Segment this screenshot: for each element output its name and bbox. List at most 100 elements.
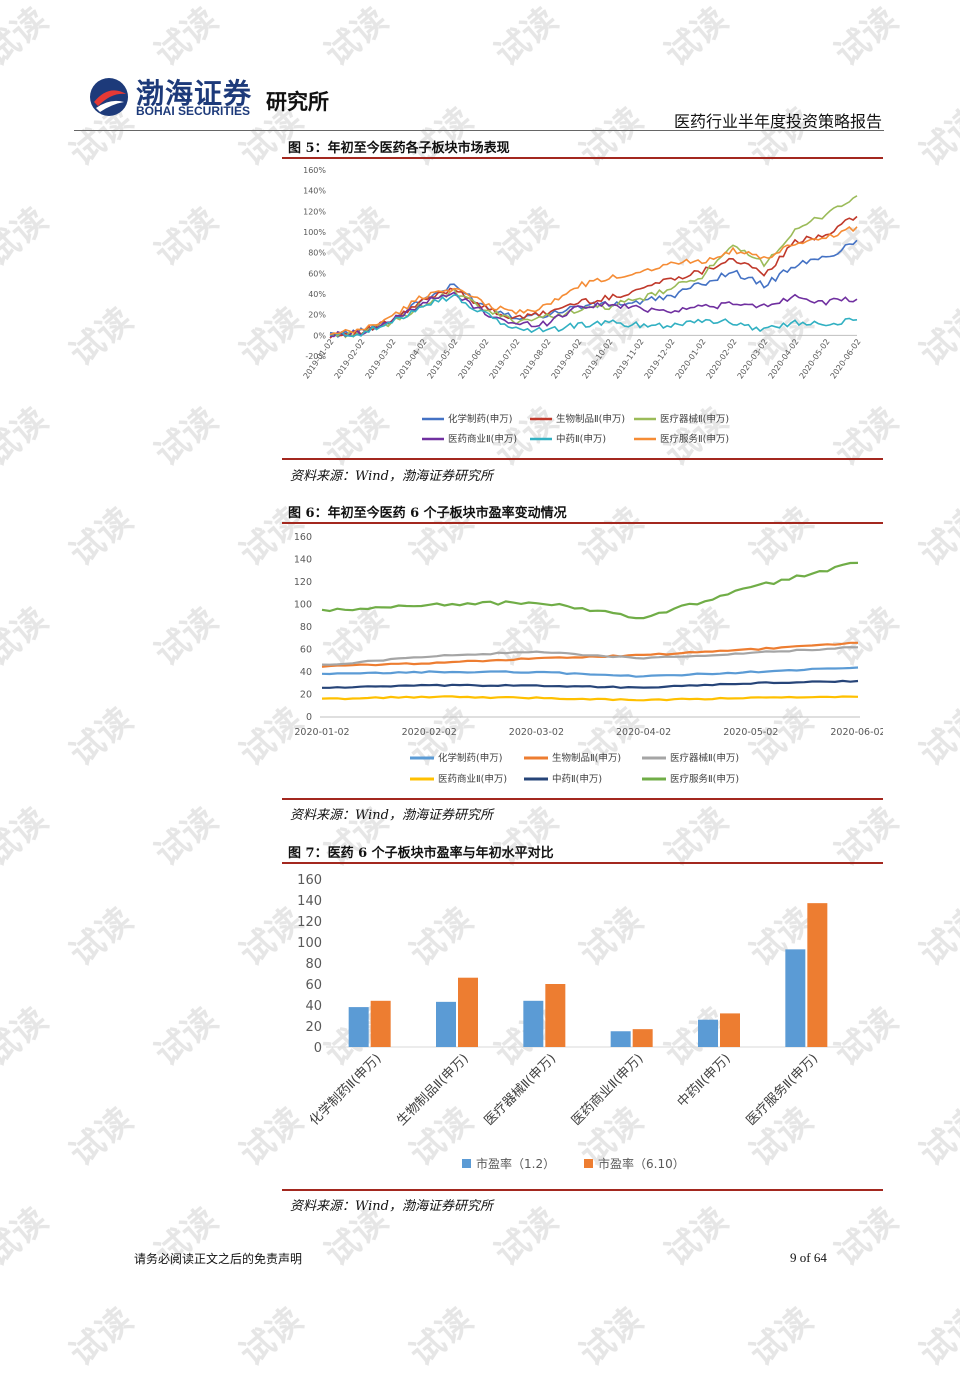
- legend-label: 化学制药(申万): [438, 752, 502, 764]
- y-tick-label: 120%: [303, 207, 326, 216]
- logo-chinese-name: 渤海证券: [136, 77, 253, 110]
- y-tick-label: 120: [297, 915, 322, 930]
- watermark-text: 试读: [62, 700, 141, 775]
- x-tick-label: 2019-03-02: [364, 337, 398, 380]
- page-number: 9 of 64: [790, 1250, 827, 1265]
- bar: [523, 1000, 544, 1047]
- x-tick-label: 2020-06-02: [830, 727, 883, 738]
- y-tick-label: 0: [314, 1041, 322, 1056]
- watermark-text: 试读: [912, 300, 960, 375]
- legend-label: 生物制品Ⅱ(申万): [556, 413, 625, 425]
- series-line: [329, 195, 858, 339]
- x-tick-label: 2019-04-02: [395, 337, 429, 380]
- watermark-text: 试读: [147, 1000, 226, 1075]
- y-tick-label: 40%: [308, 290, 326, 299]
- series-line: [321, 666, 859, 678]
- figure-5-title: 图 5：年初至今医药各子板块市场表现: [288, 141, 510, 156]
- x-tick-label: 中药Ⅱ(申万): [675, 1051, 734, 1110]
- bar: [807, 903, 828, 1047]
- bar: [698, 1019, 718, 1047]
- watermark-text: 试读: [0, 1000, 56, 1075]
- x-tick-label: 2020-01-02: [674, 337, 708, 380]
- x-tick-label: 2020-01-02: [294, 727, 349, 738]
- x-tick-label: 2020-04-02: [616, 727, 671, 738]
- figure-7-chart: 0 20 40 60 80 100 120 140 160 化学制药Ⅱ(申万) 生物制品Ⅱ(申万) 医…: [282, 865, 883, 1188]
- figure-6-title: 图 6：年初至今医药 6 个子板块市盈率变动情况: [288, 506, 567, 521]
- watermark-text: 试读: [912, 1100, 960, 1175]
- header-divider: [74, 130, 884, 131]
- watermark-text: 试读: [62, 300, 141, 375]
- y-tick-label: 140%: [303, 187, 326, 196]
- watermark-text: 试读: [742, 1300, 821, 1375]
- y-tick-label: -20%: [305, 352, 326, 361]
- footer-disclaimer: 请务必阅读正文之后的免责声明: [134, 1252, 303, 1266]
- y-tick-label: 120: [294, 577, 312, 588]
- watermark-text: 试读: [572, 1300, 651, 1375]
- bar: [785, 949, 806, 1047]
- legend-label: 化学制药(申万): [448, 413, 512, 425]
- figure-6-bottom-rule: [282, 798, 883, 800]
- bohai-logo-icon: [90, 78, 128, 116]
- x-tick-label: 2019-06-02: [457, 337, 491, 380]
- y-tick-label: 20: [300, 690, 312, 701]
- legend-label: 医疗服务Ⅱ(申万): [670, 773, 739, 785]
- x-tick-label: 医药商业Ⅱ(申万): [569, 1051, 646, 1128]
- y-tick-label: 20%: [308, 311, 326, 320]
- bar: [458, 977, 478, 1047]
- watermark-text: 试读: [827, 1200, 906, 1275]
- legend-label: 中药Ⅱ(申万): [556, 433, 606, 445]
- x-tick-label: 2020-03-02: [736, 337, 770, 380]
- x-tick-label: 2019-02-02: [333, 337, 367, 380]
- page-header: 渤海证券 BOHAI SECURITIES 研究所 医药行业半年度投资策略报告: [0, 0, 960, 135]
- x-tick-label: 2020-05-02: [723, 727, 778, 738]
- x-tick-label: 2020-02-02: [402, 727, 457, 738]
- figure-6-line-chart: 0 20 40 60 80 100 120 140 160 2020-01-02 2020-02-0…: [294, 532, 883, 785]
- series-line: [329, 239, 858, 338]
- x-tick-label: 2020-02-02: [705, 337, 739, 380]
- y-tick-label: 40: [300, 667, 312, 678]
- report-title: 医药行业半年度投资策略报告: [673, 112, 882, 131]
- x-tick-label: 医疗器械Ⅱ(申万): [482, 1051, 559, 1128]
- watermark-text: 试读: [62, 900, 141, 975]
- y-tick-label: 60: [305, 978, 322, 993]
- x-tick-label: 2020-03-02: [509, 727, 564, 738]
- institute-label: 研究所: [266, 89, 329, 114]
- watermark-text: 试读: [657, 1200, 736, 1275]
- watermark-text: 试读: [402, 1300, 481, 1375]
- figure-7-top-rule: [282, 862, 883, 864]
- watermark-text: 试读: [232, 1300, 311, 1375]
- legend-swatch: [462, 1159, 471, 1168]
- legend-label: 医药商业Ⅱ(申万): [448, 433, 517, 445]
- figure-5-source: 资料来源：Wind，渤海证券研究所: [290, 469, 493, 484]
- watermark-text: 试读: [0, 600, 56, 675]
- figure-7-source: 资料来源：Wind，渤海证券研究所: [290, 1199, 493, 1214]
- figure-6-top-rule: [282, 522, 883, 524]
- series-line: [322, 679, 859, 689]
- x-tick-label: 生物制品Ⅱ(申万): [394, 1051, 471, 1128]
- legend-label: 医疗器械Ⅱ(申万): [670, 752, 739, 764]
- series-line: [321, 646, 859, 666]
- x-tick-label: 2020-05-02: [798, 337, 832, 380]
- watermark-text: 试读: [147, 800, 226, 875]
- x-tick-label: 医疗服务Ⅱ(申万): [743, 1051, 821, 1129]
- x-tick-label: 2019-10-02: [581, 337, 615, 380]
- x-tick-label: 2020-06-02: [829, 337, 863, 380]
- series-line: [329, 291, 858, 338]
- series-line: [329, 215, 858, 339]
- y-tick-label: 80: [305, 957, 322, 972]
- y-tick-label: 160%: [303, 166, 326, 175]
- figure-5-top-rule: [282, 157, 883, 159]
- y-tick-label: 80%: [308, 249, 326, 258]
- watermark-text: 试读: [147, 600, 226, 675]
- y-tick-label: 160: [297, 873, 322, 888]
- bar: [436, 1001, 456, 1047]
- x-tick-label: 2019-11-02: [612, 337, 646, 380]
- legend-label: 医药商业Ⅱ(申万): [438, 773, 507, 785]
- bar: [545, 984, 566, 1047]
- y-tick-label: 80: [300, 622, 312, 633]
- bar: [348, 1007, 369, 1047]
- y-tick-label: 20: [305, 1020, 322, 1035]
- watermark-text: 试读: [147, 200, 226, 275]
- x-tick-label: 2019-07-02: [488, 337, 522, 380]
- x-tick-label: 2019-05-02: [426, 337, 460, 380]
